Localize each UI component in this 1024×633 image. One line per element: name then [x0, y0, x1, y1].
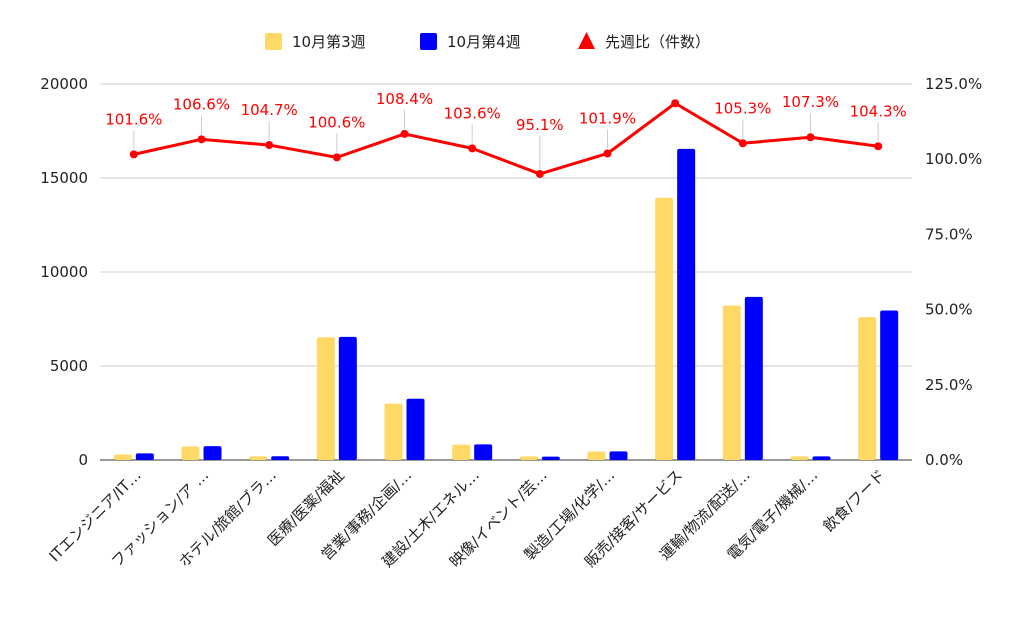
ratio-point: [468, 144, 477, 153]
left-tick-label: 20000: [40, 75, 88, 93]
bar-1: [519, 456, 538, 460]
bar-2: [271, 456, 290, 460]
ratio-data-label: 106.6%: [173, 95, 230, 113]
ratio-data-label: 104.3%: [850, 102, 907, 120]
bar-2: [880, 310, 899, 460]
right-tick-label: 0.0%: [925, 451, 963, 469]
right-tick-label: 75.0%: [925, 225, 973, 243]
bar-1: [655, 197, 674, 461]
ratio-point: [738, 139, 747, 148]
ratio-point: [603, 149, 612, 158]
bar-1: [452, 444, 471, 460]
bar-2: [474, 444, 493, 460]
bar-2: [812, 456, 831, 460]
legend-swatch: [420, 33, 437, 50]
ratio-data-label: 108.4%: [376, 90, 433, 108]
bar-2: [135, 453, 154, 460]
category-label: 飲食/フード: [820, 466, 889, 535]
right-axis: 0.0% 25.0% 50.0% 75.0% 100.0% 125.0%: [925, 75, 982, 469]
ratio-data-label: 105.3%: [714, 99, 771, 117]
bar-1: [790, 456, 809, 460]
ratio-point: [671, 99, 680, 108]
ratio-point: [874, 142, 883, 151]
right-tick-label: 125.0%: [925, 75, 982, 93]
ratio-data-label: 103.6%: [444, 104, 501, 122]
left-tick-label: 5000: [50, 357, 88, 375]
bar-2: [744, 296, 763, 460]
bar-1: [722, 305, 741, 460]
bar-1: [316, 337, 335, 460]
left-tick-label: 0: [78, 451, 88, 469]
ratio-data-label: 95.1%: [516, 116, 564, 134]
ratio-point: [400, 129, 409, 138]
bar-2: [406, 398, 425, 460]
bar-2: [677, 148, 696, 461]
right-tick-label: 100.0%: [925, 150, 982, 168]
bar-2: [338, 336, 357, 460]
category-axis: ITエンジニア/IT…ファッション/ア …ホテル/旅館/ブラ…医療/医薬/福祉営…: [46, 466, 889, 571]
bar-series: [113, 148, 899, 461]
ratio-point: [265, 141, 274, 150]
ratio-line: [133, 101, 879, 176]
left-tick-label: 15000: [40, 169, 88, 187]
legend-label: 10月第4週: [447, 33, 521, 51]
left-tick-label: 10000: [40, 263, 88, 281]
ratio-data-label: 104.7%: [241, 101, 298, 119]
bar-2: [609, 451, 628, 460]
ratio-point: [197, 135, 206, 144]
ratio-data-label: 101.9%: [579, 109, 636, 127]
ratio-data-label: 100.6%: [308, 113, 365, 131]
legend-triangle-icon: [578, 32, 595, 49]
right-tick-label: 50.0%: [925, 301, 973, 319]
bar-1: [181, 446, 200, 460]
ratio-point: [535, 169, 544, 178]
bar-1: [384, 403, 403, 460]
legend: 10月第3週 10月第4週 先週比（件数）: [265, 32, 710, 51]
legend-label: 先週比（件数）: [605, 33, 710, 51]
legend-label: 10月第3週: [292, 33, 366, 51]
gridlines: [100, 83, 912, 461]
ratio-data-label: 101.6%: [105, 110, 162, 128]
legend-swatch: [265, 33, 282, 50]
right-tick-label: 25.0%: [925, 376, 973, 394]
ratio-point: [332, 153, 341, 162]
line-series: 101.6% 106.6% 104.7% 100.6% 108.4% 103.6% 95.1…: [105, 90, 907, 178]
bar-1: [587, 451, 606, 460]
ratio-point: [129, 150, 138, 159]
ratio-data-label: 107.3%: [782, 93, 839, 111]
bar-2: [203, 446, 222, 460]
ratio-point: [806, 133, 815, 142]
left-axis: 0 5000 10000 15000 20000: [40, 75, 88, 469]
bar-1: [858, 317, 877, 460]
bar-2: [541, 456, 560, 460]
bar-1: [113, 454, 132, 460]
bar-1: [249, 456, 268, 460]
